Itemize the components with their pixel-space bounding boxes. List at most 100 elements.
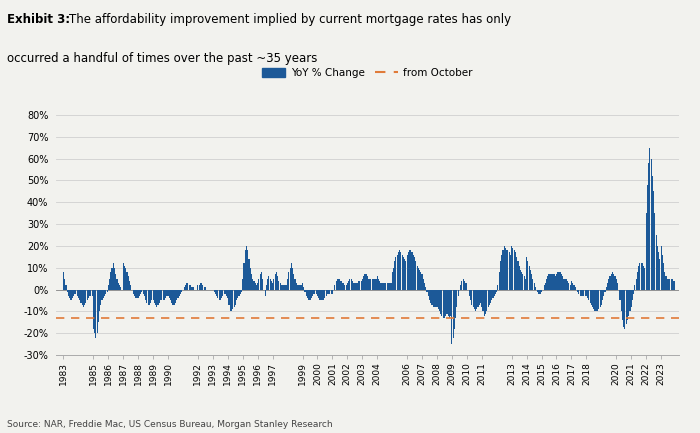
Bar <box>342 283 343 290</box>
Bar <box>597 290 598 311</box>
Bar <box>159 290 160 303</box>
Bar <box>344 285 345 290</box>
Bar <box>346 283 348 290</box>
Bar <box>602 290 603 301</box>
Bar <box>181 290 183 292</box>
Bar <box>386 283 388 290</box>
Bar <box>385 283 386 290</box>
Bar <box>149 290 150 305</box>
Bar <box>550 274 551 290</box>
Bar <box>281 285 282 290</box>
Bar <box>475 290 476 311</box>
Bar <box>596 290 597 311</box>
Bar <box>98 290 99 322</box>
Bar <box>568 283 570 290</box>
Bar <box>510 255 511 290</box>
Bar <box>384 283 385 290</box>
Bar <box>357 283 358 290</box>
Bar <box>85 290 86 303</box>
Bar <box>180 290 181 294</box>
Bar <box>338 278 339 290</box>
Bar <box>393 268 394 290</box>
Bar <box>267 278 268 290</box>
Bar <box>369 278 370 290</box>
Bar <box>268 276 270 290</box>
Bar <box>335 281 337 290</box>
Bar <box>90 290 92 296</box>
Bar <box>332 290 333 294</box>
Bar <box>118 283 119 290</box>
Bar <box>631 290 632 307</box>
Bar <box>586 290 587 296</box>
Bar <box>155 290 156 305</box>
Bar <box>395 257 396 290</box>
Bar <box>362 278 363 290</box>
Bar <box>125 268 126 290</box>
Bar <box>246 246 247 290</box>
Bar <box>257 283 258 290</box>
Legend: YoY % Change, from October: YoY % Change, from October <box>258 64 477 82</box>
Bar <box>657 246 658 290</box>
Bar <box>414 257 415 290</box>
Bar <box>277 276 278 290</box>
Bar <box>308 290 309 301</box>
Bar <box>650 158 652 290</box>
Bar <box>293 274 295 290</box>
Bar <box>276 272 277 290</box>
Bar <box>251 274 252 290</box>
Bar <box>377 276 378 290</box>
Bar <box>634 285 636 290</box>
Bar <box>490 290 491 303</box>
Bar <box>88 290 89 298</box>
Bar <box>607 283 608 290</box>
Bar <box>486 290 487 311</box>
Bar <box>319 290 321 301</box>
Bar <box>667 278 668 290</box>
Bar <box>349 278 351 290</box>
Bar <box>482 290 484 311</box>
Bar <box>511 246 512 290</box>
Bar <box>337 278 338 290</box>
Bar <box>359 281 360 290</box>
Bar <box>146 290 148 303</box>
Bar <box>348 281 349 290</box>
Bar <box>172 290 174 305</box>
Bar <box>230 290 231 311</box>
Bar <box>583 290 584 296</box>
Bar <box>272 283 273 290</box>
Bar <box>63 272 64 290</box>
Bar <box>286 285 287 290</box>
Bar <box>183 288 185 290</box>
Bar <box>580 290 581 296</box>
Bar <box>204 288 205 290</box>
Bar <box>480 290 481 303</box>
Bar <box>367 276 368 290</box>
Bar <box>600 290 601 307</box>
Bar <box>514 252 516 290</box>
Bar <box>256 285 257 290</box>
Bar <box>382 283 383 290</box>
Bar <box>231 290 232 311</box>
Bar <box>297 285 298 290</box>
Bar <box>617 283 618 290</box>
Bar <box>316 290 317 294</box>
Bar <box>274 274 276 290</box>
Bar <box>436 290 438 307</box>
Bar <box>545 283 546 290</box>
Bar <box>419 270 420 290</box>
Bar <box>290 263 292 290</box>
Bar <box>627 290 628 320</box>
Bar <box>672 278 673 290</box>
Bar <box>509 252 510 290</box>
Bar <box>566 278 567 290</box>
Bar <box>201 283 202 290</box>
Bar <box>528 265 530 290</box>
Bar <box>512 248 513 290</box>
Bar <box>266 285 267 290</box>
Bar <box>282 285 284 290</box>
Bar <box>330 290 332 294</box>
Bar <box>611 274 612 290</box>
Bar <box>304 290 306 292</box>
Bar <box>589 290 591 303</box>
Bar <box>271 281 272 290</box>
